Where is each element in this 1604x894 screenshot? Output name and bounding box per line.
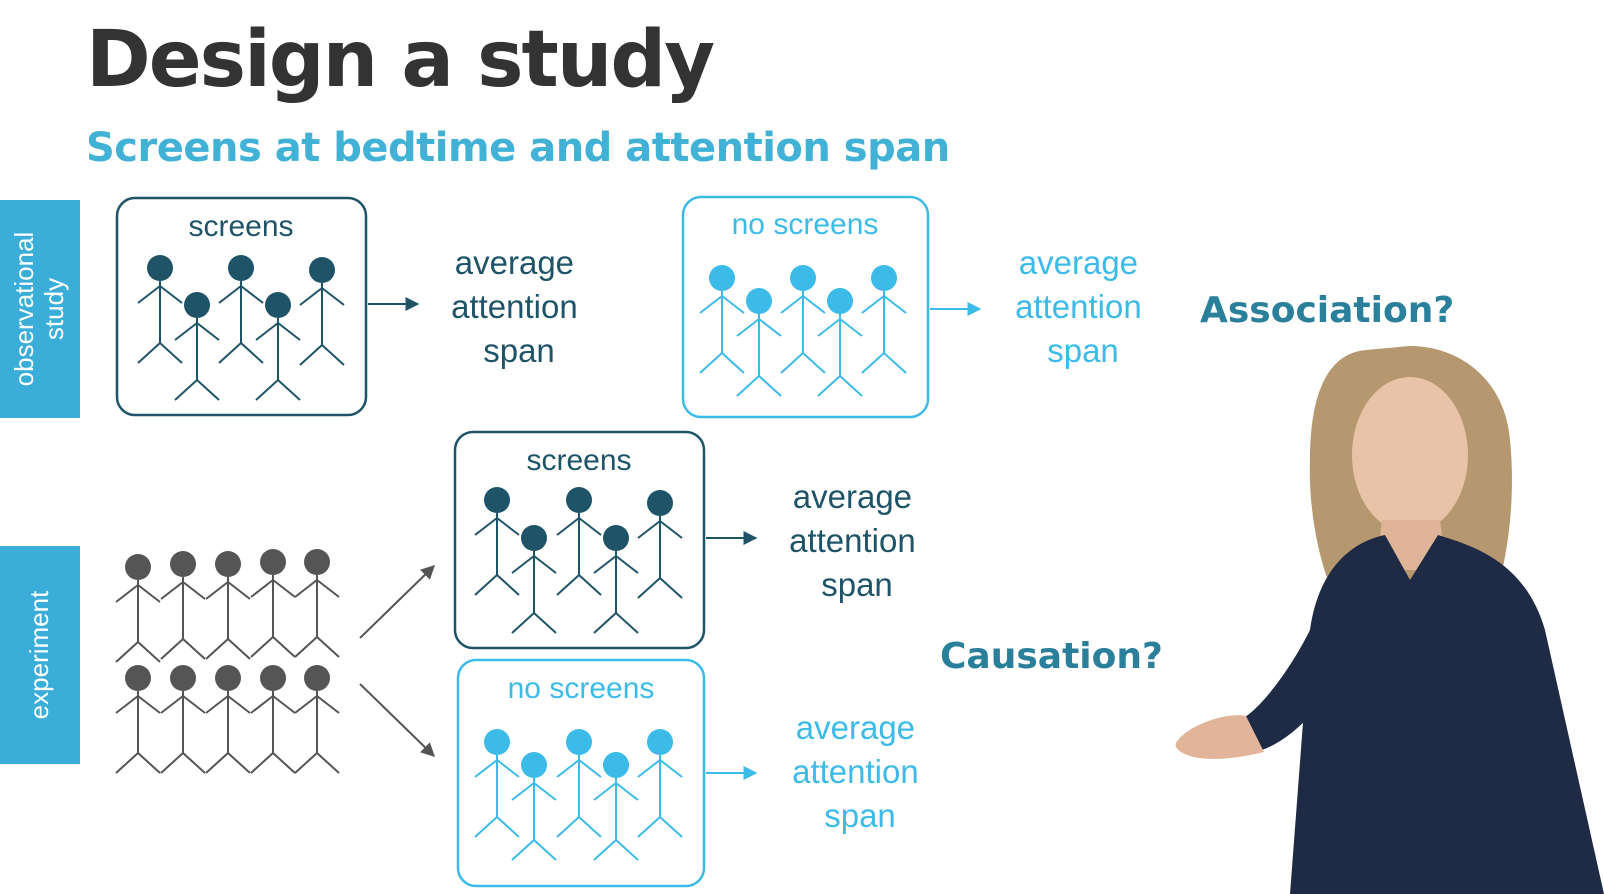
- stick-figure-icon: [299, 257, 345, 366]
- stick-figure-icon: [250, 665, 296, 774]
- stick-figure-icon: [861, 265, 907, 374]
- obs-screens-outcome-l2: attention: [451, 288, 578, 325]
- exp-no-screens-label: no screens: [508, 672, 655, 705]
- stick-figure-icon: [115, 554, 161, 663]
- stick-figure-icon: [556, 729, 602, 838]
- exp-screens-people: [474, 487, 683, 634]
- presenter-body: [1290, 535, 1604, 894]
- obs-no-screens-outcome: average attention span: [1015, 244, 1151, 369]
- obs-no-screens-outcome-l2: attention: [1015, 288, 1142, 325]
- stick-figure-icon: [817, 288, 863, 397]
- stick-figure-icon: [115, 665, 161, 774]
- stick-figure-icon: [137, 255, 183, 364]
- presenter-face: [1352, 377, 1468, 533]
- exp-screens-group: screens: [453, 430, 706, 650]
- stick-figure-icon: [205, 665, 251, 774]
- page-title: Design a study: [86, 15, 715, 105]
- exp-no-screens-box: [456, 658, 706, 888]
- stick-figure-icon: [780, 265, 826, 374]
- obs-screens-people: [137, 255, 345, 401]
- page-subtitle: Screens at bedtime and attention span: [86, 125, 950, 171]
- presenter-hand: [1175, 715, 1264, 759]
- stick-figure-icon: [556, 487, 602, 596]
- exp-screens-outcome-l3: span: [821, 566, 893, 603]
- stick-figure-icon: [511, 752, 557, 861]
- obs-screens-label: screens: [188, 210, 293, 243]
- stick-figure-icon: [474, 729, 520, 838]
- stick-figure-icon: [255, 292, 301, 401]
- stick-figure-icon: [736, 288, 782, 397]
- population-row-bottom: [115, 665, 340, 774]
- presenter-arm: [1240, 630, 1335, 750]
- exp-no-screens-outcome-l3: span: [824, 797, 896, 834]
- obs-screens-outcome-l3: span: [483, 332, 555, 369]
- exp-no-screens-outcome: average attention span: [792, 709, 928, 834]
- exp-screens-label: screens: [526, 444, 631, 477]
- obs-no-screens-people: [699, 265, 907, 397]
- tab-experiment: experiment: [0, 546, 80, 764]
- stick-figure-icon: [218, 255, 264, 364]
- assign-arrow-up: [359, 565, 436, 639]
- stick-figure-icon: [474, 487, 520, 596]
- stick-figure-icon: [699, 265, 745, 374]
- obs-screens-box: [115, 196, 368, 417]
- association-question: Association?: [1200, 290, 1454, 331]
- obs-screens-group: screens: [115, 196, 368, 417]
- obs-screens-outcome: average attention span: [451, 244, 587, 369]
- stick-figure-icon: [205, 551, 251, 660]
- population-row-top: [115, 549, 340, 663]
- experiment-population: [115, 549, 340, 774]
- stick-figure-icon: [294, 665, 340, 774]
- obs-no-screens-outcome-l3: span: [1047, 332, 1119, 369]
- obs-no-screens-label: no screens: [732, 208, 879, 241]
- stick-figure-icon: [637, 490, 683, 599]
- causation-question: Causation?: [940, 636, 1163, 677]
- exp-screens-outcome-l2: attention: [789, 522, 916, 559]
- stick-figure-icon: [593, 525, 639, 634]
- tab-observational-study: observational study: [0, 200, 80, 418]
- presenter-image: [1175, 346, 1604, 894]
- stick-figure-icon: [511, 525, 557, 634]
- stick-figure-icon: [593, 752, 639, 861]
- obs-no-screens-outcome-l1: average: [1019, 244, 1138, 281]
- obs-no-screens-group: no screens: [681, 195, 930, 419]
- assign-arrow-down: [359, 683, 436, 757]
- stick-figure-icon: [160, 551, 206, 660]
- exp-screens-box: [453, 430, 706, 650]
- obs-screens-outcome-l1: average: [455, 244, 574, 281]
- stick-figure-icon: [250, 549, 296, 658]
- stick-figure-icon: [637, 729, 683, 838]
- stick-figure-icon: [294, 549, 340, 658]
- exp-screens-outcome: average attention span: [789, 478, 925, 603]
- exp-no-screens-people: [474, 729, 683, 861]
- obs-no-screens-box: [681, 195, 930, 419]
- exp-no-screens-outcome-l2: attention: [792, 753, 919, 790]
- exp-screens-outcome-l1: average: [793, 478, 912, 515]
- stick-figure-icon: [160, 665, 206, 774]
- exp-no-screens-group: no screens: [456, 658, 706, 888]
- exp-no-screens-outcome-l1: average: [796, 709, 915, 746]
- stick-figure-icon: [174, 292, 220, 401]
